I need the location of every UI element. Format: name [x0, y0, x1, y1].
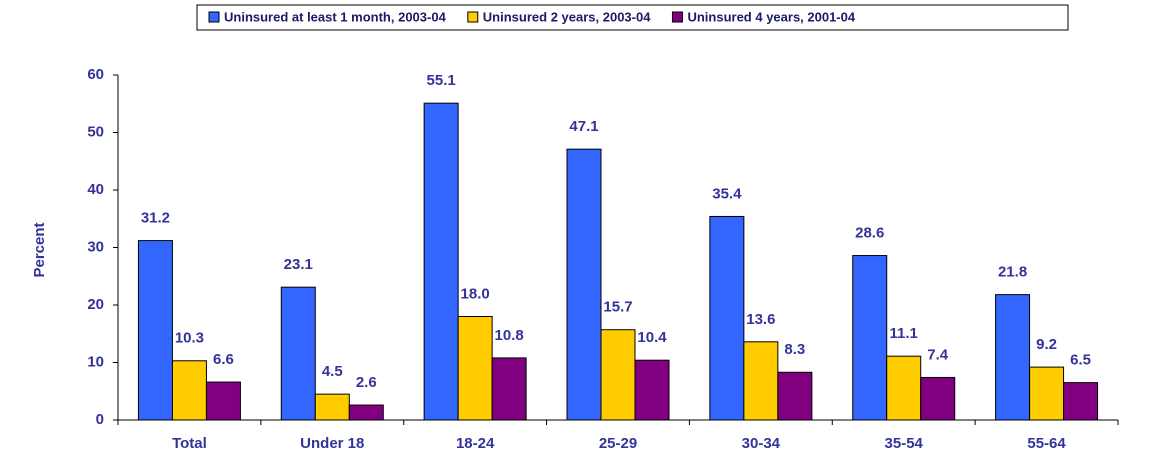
value-label: 6.5	[1070, 352, 1091, 369]
bar	[743, 341, 779, 421]
legend-swatch	[671, 11, 683, 23]
bar	[314, 393, 350, 421]
value-label: 21.8	[998, 264, 1027, 281]
value-label: 10.4	[637, 329, 667, 346]
bar	[995, 294, 1031, 421]
legend-box	[196, 4, 1069, 31]
bar	[634, 359, 670, 421]
bar	[348, 404, 384, 421]
y-tick-label: 30	[87, 238, 104, 255]
y-tick-label: 0	[96, 411, 104, 428]
value-label: 2.6	[356, 374, 377, 391]
value-label: 7.4	[927, 346, 949, 363]
y-tick-label: 60	[87, 66, 104, 83]
y-tick-label: 50	[87, 123, 104, 140]
y-tick-label: 40	[87, 181, 104, 198]
bar	[566, 148, 602, 421]
legend-swatch	[467, 11, 479, 23]
bar	[777, 371, 813, 421]
y-tick-label: 20	[87, 296, 104, 313]
x-tick-label: 55-64	[1027, 435, 1066, 452]
x-tick-label: 18-24	[456, 435, 495, 452]
value-label: 8.3	[784, 341, 805, 358]
value-label: 35.4	[712, 185, 742, 202]
bar	[920, 376, 956, 421]
value-label: 31.2	[141, 210, 170, 227]
value-label: 11.1	[890, 325, 918, 342]
y-tick-label: 10	[87, 353, 104, 370]
value-label: 13.6	[746, 311, 775, 328]
value-label: 15.7	[603, 299, 632, 316]
bar	[1029, 366, 1065, 421]
x-tick-label: 35-54	[885, 435, 924, 452]
value-label: 28.6	[855, 225, 884, 242]
bar	[1063, 382, 1099, 421]
bar	[280, 286, 316, 421]
bar	[600, 329, 636, 421]
bar	[491, 357, 527, 421]
x-tick-label: Under 18	[300, 435, 364, 452]
bar	[709, 215, 745, 421]
value-label: 6.6	[213, 351, 234, 368]
legend-label: Uninsured 2 years, 2003-04	[483, 9, 651, 24]
x-tick-label: 30-34	[742, 435, 781, 452]
value-label: 23.1	[284, 256, 313, 273]
bar	[137, 240, 173, 421]
legend-swatch	[208, 11, 220, 23]
bar	[852, 255, 888, 421]
legend-label: Uninsured at least 1 month, 2003-04	[224, 9, 447, 24]
x-tick-label: 25-29	[599, 435, 637, 452]
value-label: 10.8	[495, 327, 524, 344]
value-label: 9.2	[1036, 336, 1057, 353]
bar	[423, 102, 459, 421]
x-tick-label: Total	[172, 435, 207, 452]
bar	[205, 381, 241, 421]
bar	[457, 316, 493, 421]
value-label: 18.0	[461, 285, 490, 302]
bar	[171, 360, 207, 421]
bar	[886, 355, 922, 421]
legend-label: Uninsured 4 years, 2001-04	[687, 9, 855, 24]
value-label: 10.3	[175, 330, 204, 347]
value-label: 4.5	[322, 363, 343, 380]
y-axis-label: Percent	[31, 222, 48, 277]
value-label: 47.1	[569, 118, 598, 135]
value-label: 55.1	[427, 72, 456, 89]
